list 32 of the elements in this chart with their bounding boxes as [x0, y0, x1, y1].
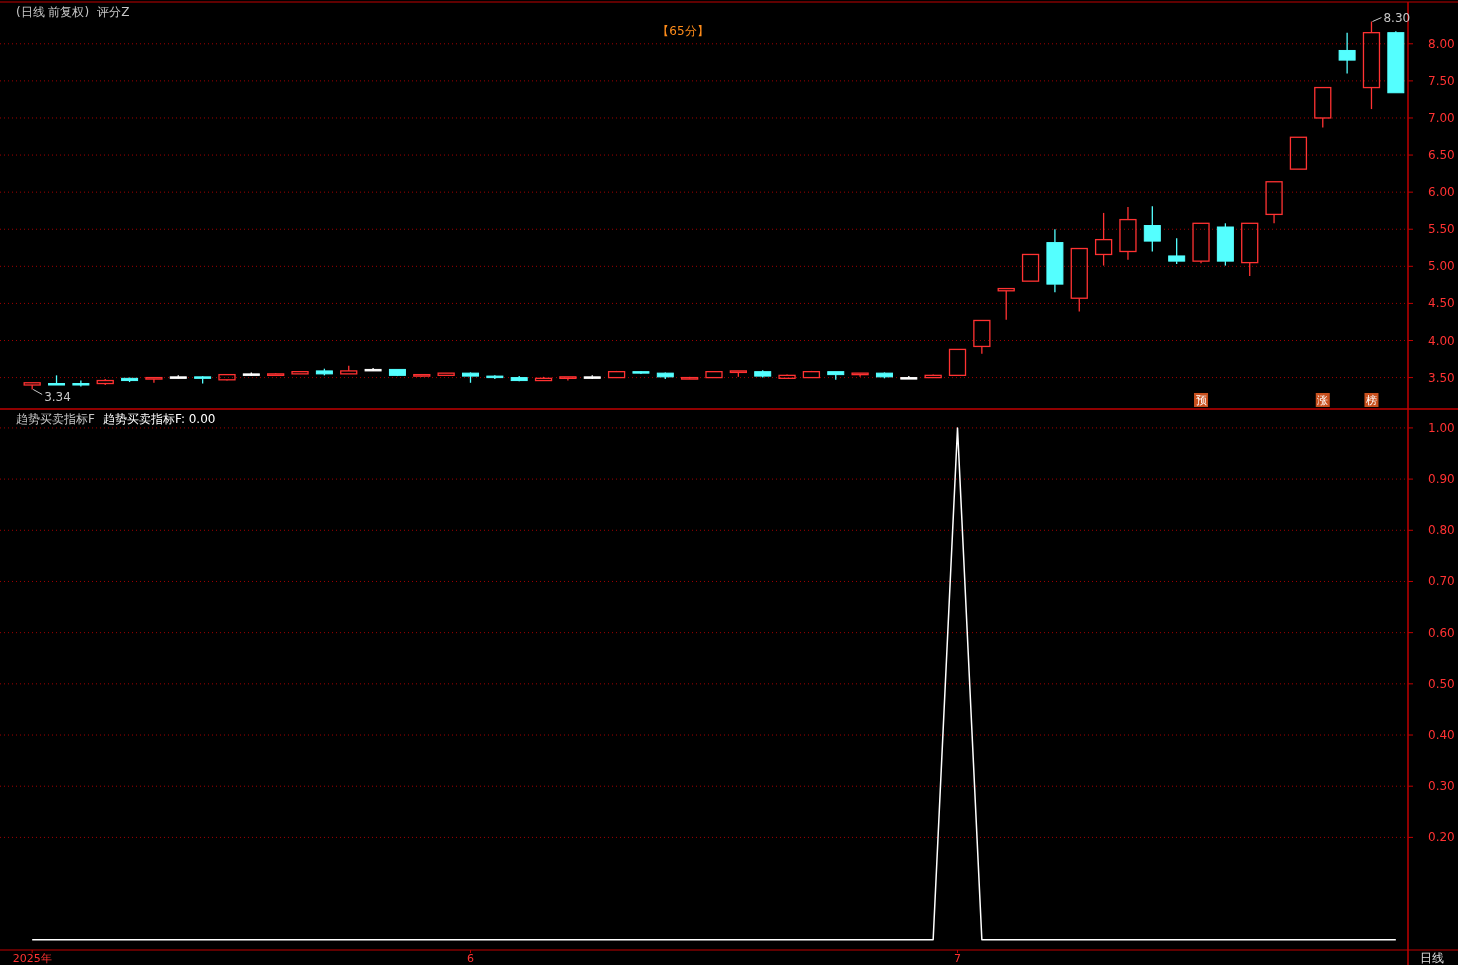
annotation: 3.34 [44, 390, 71, 405]
annotation: 涨 [1317, 394, 1329, 407]
y-tick-label: 4.50 [1428, 296, 1455, 311]
y-tick-label: 3.50 [1428, 370, 1455, 385]
y-tick-label: 7.00 [1428, 110, 1455, 125]
y-tick-label: 0.40 [1428, 728, 1455, 743]
y-tick-label: 0.90 [1428, 472, 1455, 487]
chart-subtitle: 趋势买卖指标F: 0.00 [102, 412, 216, 426]
y-tick-label: 0.30 [1428, 779, 1455, 794]
chart-title: (日线 前复权) [16, 5, 90, 19]
y-tick-label: 0.80 [1428, 523, 1455, 538]
y-tick-label: 6.50 [1428, 148, 1455, 163]
annotation: 【65分】 [657, 24, 709, 38]
x-tick-label: 2025年 [12, 952, 52, 965]
y-tick-label: 5.50 [1428, 222, 1455, 237]
y-tick-label: 0.60 [1428, 625, 1455, 640]
y-tick-label: 0.20 [1428, 830, 1455, 845]
y-tick-label: 0.70 [1428, 574, 1455, 589]
x-tick-label: 7 [954, 952, 962, 965]
x-tick-label: 6 [466, 952, 474, 965]
chart-title: 趋势买卖指标F [16, 412, 95, 426]
chart-subtitle: 评分Z [97, 5, 130, 19]
y-tick-label: 8.00 [1428, 36, 1455, 51]
annotation: 榜 [1365, 394, 1377, 407]
y-tick-label: 6.00 [1428, 185, 1455, 200]
y-tick-label: 4.00 [1428, 333, 1455, 348]
y-tick-label: 0.50 [1428, 676, 1455, 691]
text: 日线 [1420, 951, 1444, 965]
annotation: 预 [1195, 394, 1207, 407]
y-tick-label: 5.00 [1428, 259, 1455, 274]
y-tick-label: 1.00 [1428, 420, 1455, 435]
y-tick-label: 7.50 [1428, 73, 1455, 88]
